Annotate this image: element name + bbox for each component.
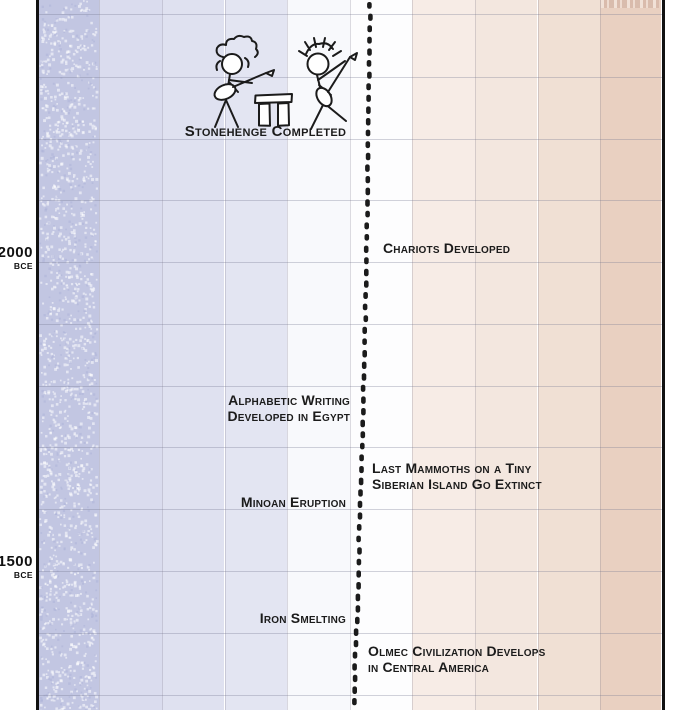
timeline-band-9 — [537, 0, 601, 710]
event-label-line: Siberian Island Go Extinct — [372, 476, 542, 492]
event-label-line: Minoan Eruption — [240, 494, 346, 510]
horizontal-gridline — [38, 447, 662, 448]
y-axis-left — [35, 0, 39, 710]
event-label-stonehenge-completed: Stonehenge Completed — [184, 123, 347, 140]
curly-hair — [215, 34, 259, 71]
event-label: Olmec Civilization Develops in Central Am… — [368, 643, 545, 675]
event-label-line: Alphabetic Writing — [228, 392, 350, 408]
legs — [214, 99, 239, 128]
head — [221, 53, 243, 75]
horizontal-gridline — [38, 324, 662, 325]
guitarist-left — [213, 34, 275, 128]
guitar — [315, 52, 358, 108]
tick-era: BCE — [13, 261, 33, 271]
event-label-line: Developed in Egypt — [227, 408, 350, 424]
y-axis-right — [661, 0, 665, 710]
horizontal-gridline — [38, 633, 662, 634]
tick-year: 2000 — [0, 244, 33, 261]
timeline-band-7 — [412, 0, 475, 710]
event-label: Chariots Developed — [383, 240, 510, 256]
timeline-band-5 — [287, 0, 350, 710]
y-tick-2000-bce: 2000 BCE — [0, 245, 33, 271]
tick-era: BCE — [13, 570, 33, 580]
event-label-line: Iron Smelting — [259, 610, 346, 626]
timeline-band-3 — [161, 0, 225, 710]
event-label-line: Olmec Civilization Develops — [368, 643, 546, 659]
stonehenge-trilithon — [254, 93, 293, 127]
event-label: Iron Smelting — [260, 610, 346, 626]
event-label: Alphabetic Writing Developed in Egypt — [227, 392, 350, 424]
horizontal-gridline — [38, 77, 662, 78]
timeline-band-8 — [474, 0, 538, 710]
faint-cropped-text-remnant — [601, 0, 659, 8]
event-label: Last Mammoths on a Tiny Siberian Island G… — [372, 460, 542, 492]
guitarist-right — [298, 37, 358, 130]
horizontal-gridline — [38, 509, 662, 510]
vertical-gridline — [99, 0, 101, 710]
horizontal-gridline — [38, 386, 662, 387]
timeline-band-6 — [349, 0, 413, 710]
horizontal-gridline — [38, 571, 662, 572]
timeline-band-2 — [99, 0, 162, 710]
event-label-line: Chariots Developed — [383, 240, 511, 256]
event-label-line: Last Mammoths on a Tiny — [372, 460, 532, 476]
timeline-band-10 — [600, 0, 662, 710]
tick-year: 1500 — [0, 553, 33, 570]
vertical-gridline — [537, 0, 539, 710]
horizontal-gridline — [38, 139, 662, 140]
vertical-gridline — [600, 0, 602, 710]
event-label: Minoan Eruption — [241, 494, 346, 510]
vertical-gridline — [474, 0, 476, 710]
vertical-gridline — [287, 0, 289, 710]
vertical-gridline — [412, 0, 414, 710]
head — [306, 52, 330, 76]
horizontal-gridline — [38, 14, 662, 15]
y-tick-1500-bce: 1500 BCE — [0, 554, 33, 580]
horizontal-gridline — [38, 200, 662, 201]
vertical-gridline — [161, 0, 163, 710]
horizontal-gridline — [38, 695, 662, 696]
event-label-line: in Central America — [368, 659, 490, 675]
guitar — [213, 69, 275, 101]
vertical-gridline — [224, 0, 226, 710]
horizontal-gridline — [38, 262, 662, 263]
vertical-gridline — [349, 0, 351, 710]
spiky-hair — [298, 37, 342, 57]
